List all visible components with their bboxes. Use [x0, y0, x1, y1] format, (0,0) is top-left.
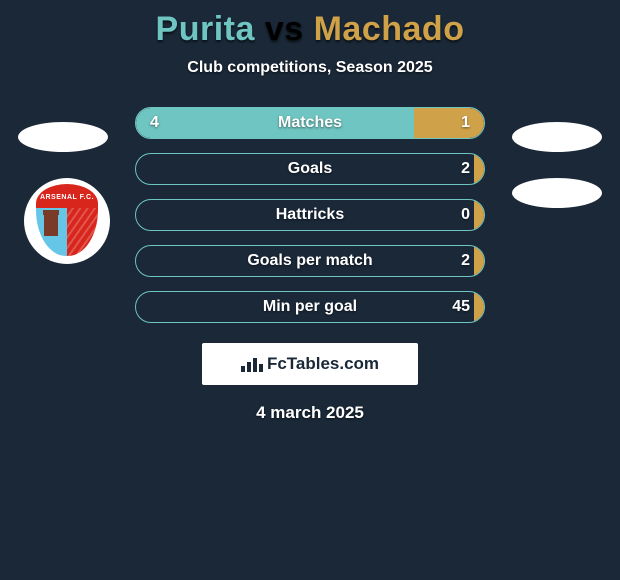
player-left-name: Purita [156, 10, 255, 48]
subtitle: Club competitions, Season 2025 [187, 59, 432, 77]
stat-value-right: 0 [436, 206, 484, 224]
stat-label: Goals per match [184, 252, 436, 270]
stats-list: 4Matches1Goals2Hattricks0Goals per match… [0, 107, 620, 337]
player-right-name: Machado [314, 10, 465, 48]
stat-value-right: 45 [436, 298, 484, 316]
stat-value-left: 4 [136, 114, 184, 132]
container: Purita vs Machado Club competitions, Sea… [0, 0, 620, 580]
stat-label: Hattricks [184, 206, 436, 224]
stat-row: Hattricks0 [135, 199, 485, 231]
stat-value-right: 2 [436, 252, 484, 270]
vs-separator: vs [255, 10, 314, 48]
stat-row: Min per goal45 [135, 291, 485, 323]
stat-label: Goals [184, 160, 436, 178]
footer-date: 4 march 2025 [256, 403, 364, 423]
stat-row: 4Matches1 [135, 107, 485, 139]
attribution-text: FcTables.com [267, 354, 379, 374]
stat-row: Goals2 [135, 153, 485, 185]
stat-label: Min per goal [184, 298, 436, 316]
attribution-logo: FcTables.com [202, 343, 418, 385]
stat-label: Matches [184, 114, 436, 132]
stat-value-right: 1 [436, 114, 484, 132]
page-title: Purita vs Machado [156, 10, 465, 49]
bar-chart-icon [241, 356, 261, 372]
stat-value-right: 2 [436, 160, 484, 178]
stat-row: Goals per match2 [135, 245, 485, 277]
